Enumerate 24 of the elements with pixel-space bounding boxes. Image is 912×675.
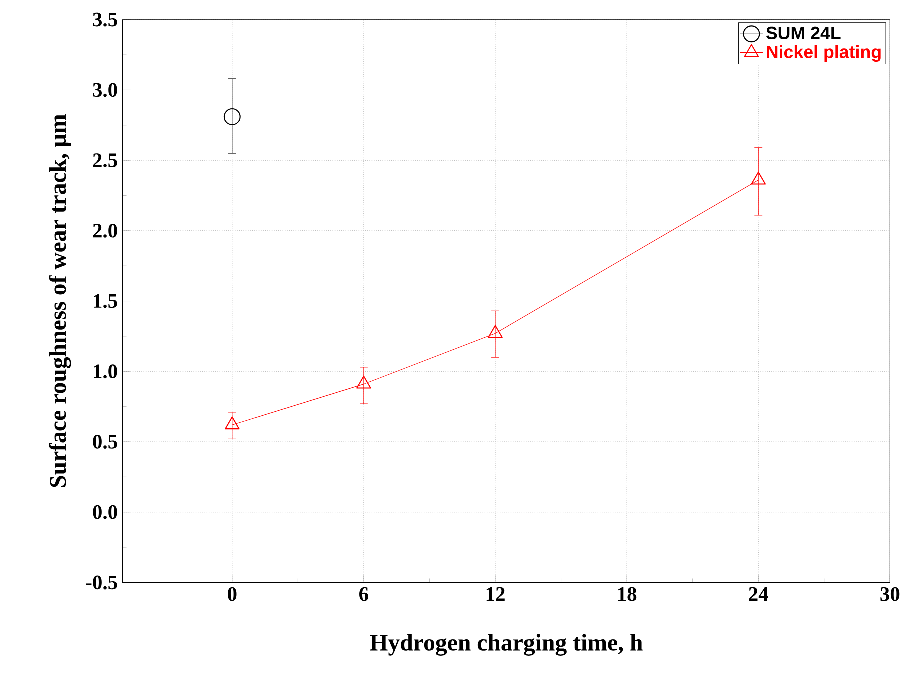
y-tick-label: -0.5 <box>86 576 118 590</box>
y-tick-label: 3.0 <box>93 83 118 98</box>
point <box>224 108 241 126</box>
y-tick-label: 1.5 <box>94 294 118 308</box>
y-tick-label: 3.5 <box>93 12 118 27</box>
y-tick-label: 1.0 <box>94 364 118 379</box>
x-tick-label: 12 <box>486 587 505 601</box>
point <box>356 376 372 389</box>
x-tick-label: 30 <box>880 587 900 602</box>
x-tick-label: 24 <box>749 587 768 601</box>
y-tick-label: 0.5 <box>93 435 118 449</box>
point <box>751 172 766 185</box>
legend-label: SUM 24L <box>766 26 841 40</box>
y-tick-label: 2.0 <box>93 224 118 238</box>
legend-label: Nickel plating <box>767 45 881 62</box>
x-axis-title: Hydrogen charging time, h <box>370 634 643 656</box>
y-tick-label: 2.5 <box>93 154 118 168</box>
x-tick-label: 18 <box>618 587 637 602</box>
y-tick-label: 0.0 <box>93 505 118 520</box>
x-tick-label: 0 <box>228 587 237 602</box>
point <box>488 325 503 338</box>
x-tick-label: 6 <box>360 587 368 602</box>
point <box>224 416 240 430</box>
y-axis-title: Surface roughness of wear track, μm <box>49 114 72 488</box>
